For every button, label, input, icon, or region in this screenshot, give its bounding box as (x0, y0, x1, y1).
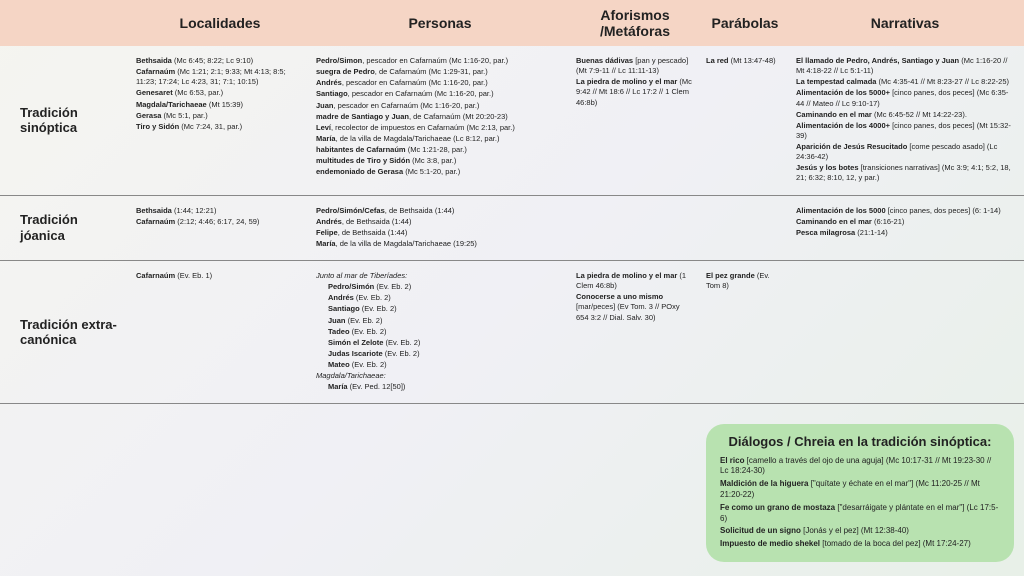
callout-dialogos: Diálogos / Chreia en la tradición sinópt… (706, 424, 1014, 562)
cell-item: Magdala/Tarichaeae (Mt 15:39) (136, 100, 304, 110)
cell-item: Juan, pescador en Cafarnaúm (Mc 1:16-20,… (316, 101, 564, 111)
cell-item: Cafarnaúm (Mc 1:21; 2:1; 9:33; Mt 4:13; … (136, 67, 304, 87)
row-label: Tradición extra-canónica (0, 267, 130, 397)
cell-item: La tempestad calmada (Mc 4:35-41 // Mt 8… (796, 77, 1014, 87)
table-row: Tradición sinópticaBethsaida (Mc 6:45; 8… (0, 46, 1024, 196)
cell-item: Pedro/Simón (Ev. Eb. 2) (316, 282, 564, 292)
cell-narrativas: Alimentación de los 5000 [cinco panes, d… (790, 202, 1020, 255)
cell-item: Judas Iscariote (Ev. Eb. 2) (316, 349, 564, 359)
cell-item: La red (Mt 13:47-48) (706, 56, 784, 66)
cell-item: Caminando en el mar (Mc 6:45-52 // Mt 14… (796, 110, 1014, 120)
cell-item: Alimentación de los 4000+ [cinco panes, … (796, 121, 1014, 141)
row-label: Tradición sinóptica (0, 52, 130, 189)
cell-aforismos: Buenas dádivas [pan y pescado] (Mt 7:9-1… (570, 52, 700, 189)
cell-item: Bethsaida (Mc 6:45; 8:22; Lc 9:10) (136, 56, 304, 66)
cell-item: Tiro y Sidón (Mc 7:24, 31, par.) (136, 122, 304, 132)
cell-item: Gerasa (Mc 5:1, par.) (136, 111, 304, 121)
header-narrativas: Narrativas (790, 11, 1020, 35)
cell-item: Alimentación de los 5000 [cinco panes, d… (796, 206, 1014, 216)
cell-item: suegra de Pedro, de Cafarnaúm (Mc 1:29-3… (316, 67, 564, 77)
cell-item: Aparición de Jesús Resucitado [come pesc… (796, 142, 1014, 162)
callout-title: Diálogos / Chreia en la tradición sinópt… (720, 434, 1000, 450)
cell-item: Santiago (Ev. Eb. 2) (316, 304, 564, 314)
table-row: Tradición jóanicaBethsaida (1:44; 12:21)… (0, 196, 1024, 262)
table-row: Tradición extra-canónica Cafarnaúm (Ev. E… (0, 261, 1024, 404)
cell-item: Cafarnaúm (Ev. Eb. 1) (136, 271, 304, 281)
cell-aforismos (570, 202, 700, 255)
cell-item: Simón el Zelote (Ev. Eb. 2) (316, 338, 564, 348)
cell-item: Santiago, pescador en Cafarnaúm (Mc 1:16… (316, 89, 564, 99)
header-personas: Personas (310, 11, 570, 35)
cell-item: Bethsaida (1:44; 12:21) (136, 206, 304, 216)
cell-item: Caminando en el mar (6:16-21) (796, 217, 1014, 227)
cell-item: Juan (Ev. Eb. 2) (316, 316, 564, 326)
cell-personas: Pedro/Simón/Cefas, de Bethsaida (1:44)An… (310, 202, 570, 255)
cell-item: El llamado de Pedro, Andrés, Santiago y … (796, 56, 1014, 76)
cell-item: endemoniado de Gerasa (Mc 5:1-20, par.) (316, 167, 564, 177)
group-head: Junto al mar de Tiberíades: (316, 271, 564, 281)
cell-narrativas: El llamado de Pedro, Andrés, Santiago y … (790, 52, 1020, 189)
cell-item: Andrés, pescador en Cafarnaúm (Mc 1:16-2… (316, 78, 564, 88)
cell-parabolas: El pez grande (Ev. Tom 8) (700, 267, 790, 397)
header-aforismos: Aforismos /Metáforas (570, 3, 700, 43)
cell-item: Felipe, de Bethsaida (1:44) (316, 228, 564, 238)
cell-item: Mateo (Ev. Eb. 2) (316, 360, 564, 370)
cell-item: María, de la villa de Magdala/Tarichaeae… (316, 239, 564, 249)
cell-item: Cafarnaúm (2:12; 4:46; 6:17, 24, 59) (136, 217, 304, 227)
cell-item: Buenas dádivas [pan y pescado] (Mt 7:9-1… (576, 56, 694, 76)
cell-localidades: Bethsaida (Mc 6:45; 8:22; Lc 9:10)Cafarn… (130, 52, 310, 189)
cell-item: La piedra de molino y el mar (1 Clem 46:… (576, 271, 694, 291)
cell-personas: Junto al mar de Tiberíades:Pedro/Simón (… (310, 267, 570, 397)
cell-item: Tadeo (Ev. Eb. 2) (316, 327, 564, 337)
callout-items: El rico [camello a través del ojo de una… (720, 456, 1000, 550)
cell-localidades: Bethsaida (1:44; 12:21)Cafarnaúm (2:12; … (130, 202, 310, 255)
cell-parabolas (700, 202, 790, 255)
cell-item: El pez grande (Ev. Tom 8) (706, 271, 784, 291)
cell-narrativas (790, 267, 1020, 397)
cell-item: multitudes de Tiro y Sidón (Mc 3:8, par.… (316, 156, 564, 166)
cell-item: Andrés (Ev. Eb. 2) (316, 293, 564, 303)
cell-item: Pesca milagrosa (21:1-14) (796, 228, 1014, 238)
cell-item: Genesaret (Mc 6:53, par.) (136, 88, 304, 98)
table-header: Localidades Personas Aforismos /Metáfora… (0, 0, 1024, 46)
cell-item: Maldición de la higuera ["quítate y écha… (720, 479, 1000, 501)
cell-item: Fe como un grano de mostaza ["desarráiga… (720, 503, 1000, 525)
group-head: Magdala/Tarichaeae: (316, 371, 564, 381)
cell-parabolas: La red (Mt 13:47-48) (700, 52, 790, 189)
cell-item: La piedra de molino y el mar (Mc 9:42 //… (576, 77, 694, 107)
cell-item: habitantes de Cafarnaúm (Mc 1:21-28, par… (316, 145, 564, 155)
row-label: Tradición jóanica (0, 202, 130, 255)
header-parabolas: Parábolas (700, 11, 790, 35)
cell-personas: Pedro/Simon, pescador en Cafarnaúm (Mc 1… (310, 52, 570, 189)
cell-item: María (Ev. Ped. 12[50]) (316, 382, 564, 392)
cell-item: Alimentación de los 5000+ [cinco panes, … (796, 88, 1014, 108)
cell-aforismos: La piedra de molino y el mar (1 Clem 46:… (570, 267, 700, 397)
cell-item: Jesús y los botes [transiciones narrativ… (796, 163, 1014, 183)
cell-item: María, de la villa de Magdala/Tarichaeae… (316, 134, 564, 144)
cell-item: Conocerse a uno mismo [mar/peces] (Ev To… (576, 292, 694, 322)
cell-item: madre de Santiago y Juan, de Cafarnaúm (… (316, 112, 564, 122)
cell-item: Pedro/Simón/Cefas, de Bethsaida (1:44) (316, 206, 564, 216)
header-localidades: Localidades (130, 11, 310, 35)
cell-item: Leví, recolector de impuestos en Cafarna… (316, 123, 564, 133)
cell-localidades: Cafarnaúm (Ev. Eb. 1) (130, 267, 310, 397)
cell-item: Pedro/Simon, pescador en Cafarnaúm (Mc 1… (316, 56, 564, 66)
cell-item: Impuesto de medio shekel [tomado de la b… (720, 539, 1000, 550)
cell-item: El rico [camello a través del ojo de una… (720, 456, 1000, 478)
cell-item: Andrés, de Bethsaida (1:44) (316, 217, 564, 227)
table-body: Tradición sinópticaBethsaida (Mc 6:45; 8… (0, 46, 1024, 404)
header-spacer (0, 19, 130, 27)
cell-item: Solicitud de un signo [Jonás y el pez] (… (720, 526, 1000, 537)
